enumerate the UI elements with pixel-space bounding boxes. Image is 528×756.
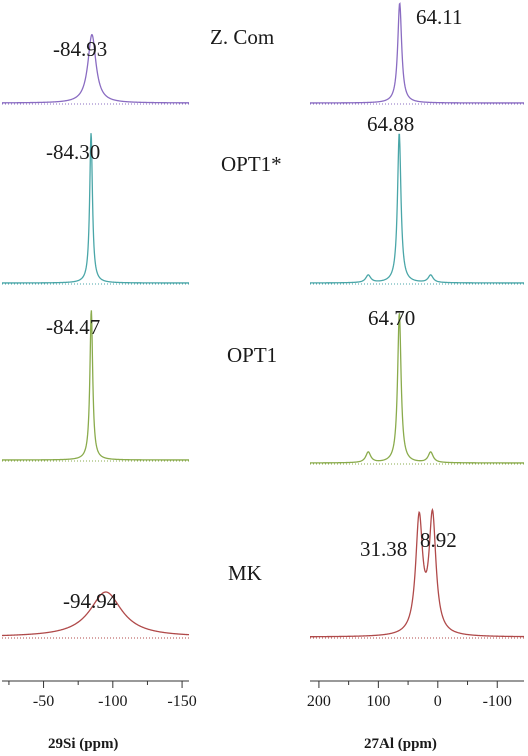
si-spectrum-mk [1, 591, 190, 637]
sample-label-opt1: OPT1 [227, 343, 277, 367]
sample-label-zcom: Z. Com [210, 25, 274, 49]
al-tick-label: 100 [366, 693, 390, 710]
al-spectrum-zcom [310, 2, 524, 104]
si-peak-label-opt1: -84.47 [46, 315, 100, 339]
al-peak-label-opt1-star: 64.88 [367, 112, 414, 136]
al-spectrum-opt1-star [310, 133, 524, 284]
si-spectrum-zcom [2, 34, 189, 104]
si-peak-label-opt1-star: -84.30 [46, 140, 100, 164]
si-peak-label-zcom: -84.93 [53, 37, 107, 61]
sample-label-opt1-star: OPT1* [221, 152, 282, 176]
axes-layer: -50 -100 -150 200 100 0 -100 [2, 680, 524, 710]
al-peak-label-mk-1: 31.38 [360, 537, 407, 561]
al-spectrum-opt1 [309, 313, 524, 464]
si-tick-label: -50 [33, 693, 54, 710]
si-peak-label-mk: -94.94 [63, 589, 118, 613]
sample-label-mk: MK [228, 561, 262, 585]
si-tick-label: -150 [167, 693, 196, 710]
al-axis-title: 27Al (ppm) [364, 736, 437, 752]
al-peak-label-zcom: 64.11 [416, 5, 462, 29]
si-spectrum-opt1-star [2, 133, 189, 284]
spectra-layer [1, 2, 525, 639]
si-spectrum-opt1 [2, 310, 189, 461]
al-tick-label: 0 [434, 693, 442, 710]
al-tick-label: -100 [483, 693, 512, 710]
al-spectrum-mk [310, 507, 525, 638]
si-axis-title: 29Si (ppm) [48, 736, 118, 752]
al-peak-label-opt1: 64.70 [368, 306, 415, 330]
al-peak-label-mk-2: 8.92 [420, 528, 457, 552]
al-tick-label: 200 [307, 693, 331, 710]
si-tick-label: -100 [98, 693, 127, 710]
